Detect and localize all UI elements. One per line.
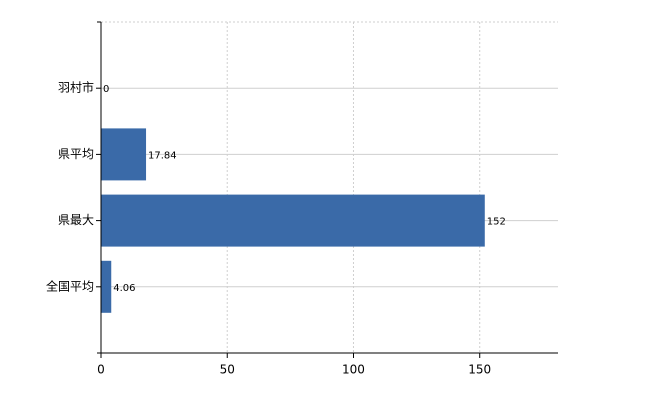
bar xyxy=(101,128,147,181)
value-label: 4.06 xyxy=(113,283,135,294)
value-label: 152 xyxy=(487,217,506,228)
x-tick-label: 50 xyxy=(220,363,235,377)
x-tick-label: 0 xyxy=(97,363,105,377)
bar xyxy=(101,194,485,247)
x-tick-label: 150 xyxy=(468,363,491,377)
bar xyxy=(101,260,112,313)
value-label: 17.84 xyxy=(148,150,177,161)
value-label: 0 xyxy=(103,84,109,95)
y-tick-label: 全国平均 xyxy=(46,278,94,293)
y-tick-label: 県最大 xyxy=(58,213,94,227)
y-tick-label: 県平均 xyxy=(58,147,94,161)
x-tick-label: 100 xyxy=(342,363,365,377)
y-tick-label: 羽村市 xyxy=(58,80,94,95)
